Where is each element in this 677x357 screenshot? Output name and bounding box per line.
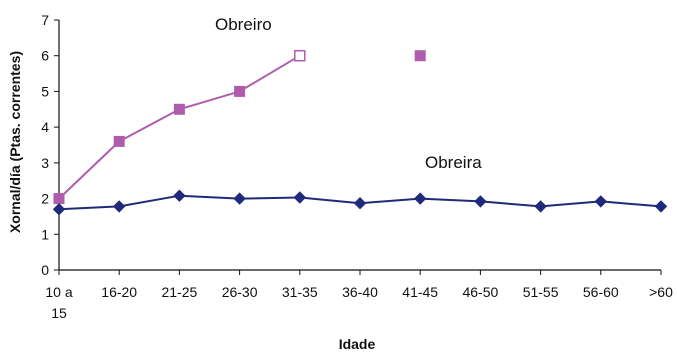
data-point-obreira: [173, 189, 186, 202]
y-tick-label: 3: [41, 155, 49, 171]
data-point-obreiro: [113, 135, 125, 147]
x-tick-label: 41-45: [402, 284, 438, 300]
data-point-obreira: [594, 195, 608, 208]
series-points: [52, 49, 668, 216]
data-point-obreira: [293, 191, 307, 204]
y-tick-label: 4: [41, 119, 49, 135]
series-lines: [59, 56, 662, 211]
data-point-obreira: [52, 203, 66, 216]
y-tick-label: 6: [41, 48, 49, 64]
data-point-obreira: [233, 192, 246, 205]
data-point-obreiro: [414, 50, 426, 62]
x-tick-label: 21-25: [161, 284, 197, 300]
data-point-obreiro: [173, 103, 185, 115]
x-tick-label: 10 a 15: [45, 284, 72, 321]
x-tick-label: 36-40: [342, 284, 378, 300]
x-tick-label: 26-30: [222, 284, 258, 300]
data-point-obreiro: [294, 49, 306, 62]
series-label-obreira: Obreira: [425, 153, 482, 172]
data-point-obreira: [474, 195, 487, 208]
data-point-obreira: [534, 200, 547, 213]
data-point-obreiro: [53, 193, 65, 205]
series-line-obreiro: [59, 56, 420, 199]
y-tick-label: 7: [41, 12, 49, 28]
y-axis-title: Xornal/día (Ptas. correntes): [7, 51, 23, 233]
data-point-obreira: [112, 200, 126, 213]
x-axis-title: Idade: [339, 336, 376, 352]
x-tick-label: 56-60: [583, 284, 619, 300]
x-tick-label: 31-35: [282, 284, 318, 300]
x-tick-label: 46-50: [462, 284, 498, 300]
y-tick-label: 2: [41, 191, 49, 207]
tick-labels: 0 1 2 3 4 5 6 7 10 a 15 16-20 21-25 26-30 31-35 36-40 4…: [41, 12, 673, 321]
data-point-obreira: [413, 192, 427, 205]
x-tick-label: >60: [649, 284, 673, 300]
y-tick-label: 5: [41, 83, 49, 99]
data-point-obreira: [353, 197, 367, 210]
x-tick-label: 16-20: [101, 284, 137, 300]
y-tick-label: 1: [41, 226, 49, 242]
series-label-obreiro: Obreiro: [215, 15, 272, 34]
x-tick-label: 51-55: [523, 284, 559, 300]
y-tick-label: 0: [41, 262, 49, 278]
axes: [54, 19, 662, 275]
data-point-obreiro: [234, 85, 246, 97]
data-point-obreira: [654, 200, 668, 213]
